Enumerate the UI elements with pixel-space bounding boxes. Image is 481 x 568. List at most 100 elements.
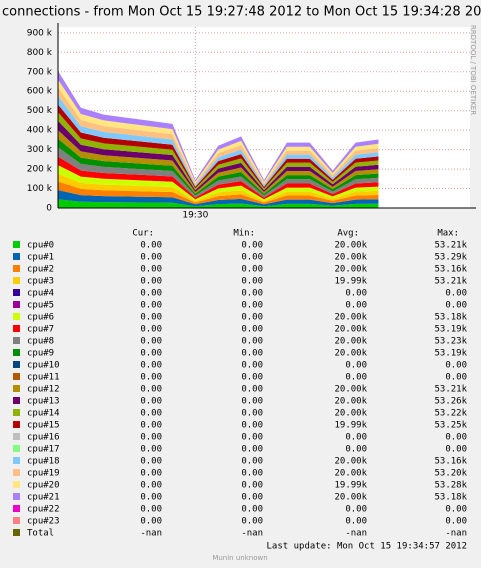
- area: [58, 138, 379, 196]
- legend-name: cpu#5: [27, 301, 54, 311]
- legend-name: Total: [27, 529, 54, 539]
- legend-value: 0.00: [345, 361, 367, 371]
- area: [58, 190, 379, 207]
- legend-swatch: [13, 373, 20, 380]
- legend-value: 0.00: [445, 445, 467, 455]
- legend-value: 20.00k: [334, 385, 367, 395]
- legend-name: cpu#7: [27, 325, 54, 335]
- legend-value: 20.00k: [334, 397, 367, 407]
- legend-swatch: [13, 517, 20, 524]
- legend-value: 0.00: [140, 397, 162, 407]
- y-tick-label: 900 k: [27, 28, 53, 38]
- legend-value: 53.21k: [434, 241, 467, 251]
- legend-value: 0.00: [445, 289, 467, 299]
- legend-value: 0.00: [241, 265, 263, 275]
- legend-swatch: [13, 277, 20, 284]
- legend-value: 53.21k: [434, 277, 467, 287]
- area: [58, 199, 379, 208]
- legend-swatch: [13, 385, 20, 392]
- side-label: RRDTOOL / TOBI OETIKER: [469, 25, 477, 115]
- legend-name: cpu#16: [27, 433, 60, 443]
- y-tick-label: 200 k: [27, 165, 53, 175]
- legend-value: 0.00: [140, 445, 162, 455]
- y-tick-label: 700 k: [27, 67, 53, 77]
- legend-swatch: [13, 337, 20, 344]
- legend-value: 53.18k: [434, 493, 467, 503]
- legend-value: 20.00k: [334, 349, 367, 359]
- legend-swatch: [13, 253, 20, 260]
- y-tick-label: 800 k: [27, 48, 53, 58]
- legend-value: 0.00: [241, 433, 263, 443]
- legend-name: cpu#19: [27, 469, 60, 479]
- legend-name: cpu#10: [27, 361, 60, 371]
- legend-value: 0.00: [241, 385, 263, 395]
- legend-value: 0.00: [140, 289, 162, 299]
- legend-value: 0.00: [241, 289, 263, 299]
- legend-swatch: [13, 265, 20, 272]
- legend-value: 0.00: [241, 457, 263, 467]
- legend-value: 0.00: [345, 505, 367, 515]
- legend-value: 53.16k: [434, 457, 467, 467]
- legend-swatch: [13, 469, 20, 476]
- legend-header: Cur:: [132, 229, 154, 239]
- legend-swatch: [13, 481, 20, 488]
- legend-name: cpu#18: [27, 457, 60, 467]
- legend-value: 20.00k: [334, 457, 367, 467]
- legend-value: 0.00: [241, 277, 263, 287]
- legend-value: -nan: [241, 529, 263, 539]
- legend-value: 19.99k: [334, 481, 367, 491]
- legend-value: 53.22k: [434, 409, 467, 419]
- legend-name: cpu#12: [27, 385, 60, 395]
- legend-value: 0.00: [241, 481, 263, 491]
- area: [58, 156, 379, 200]
- legend-value: 0.00: [445, 517, 467, 527]
- legend-value: 20.00k: [334, 469, 367, 479]
- legend-value: 0.00: [241, 397, 263, 407]
- legend-value: 0.00: [241, 241, 263, 251]
- legend-value: 0.00: [140, 241, 162, 251]
- legend-value: 0.00: [140, 349, 162, 359]
- legend-swatch: [13, 301, 20, 308]
- legend-value: 0.00: [140, 313, 162, 323]
- legend-name: cpu#3: [27, 277, 54, 287]
- legend-swatch: [13, 361, 20, 368]
- legend-value: 20.00k: [334, 409, 367, 419]
- legend-header: Max:: [437, 229, 459, 239]
- legend-swatch: [13, 505, 20, 512]
- legend-value: -nan: [140, 529, 162, 539]
- legend-value: 0.00: [241, 409, 263, 419]
- legend-value: 53.20k: [434, 469, 467, 479]
- legend-value: 53.21k: [434, 385, 467, 395]
- area: [58, 181, 379, 205]
- legend-value: 0.00: [241, 313, 263, 323]
- legend-value: 0.00: [140, 409, 162, 419]
- legend-swatch: [13, 241, 20, 248]
- legend-value: 20.00k: [334, 241, 367, 251]
- legend-swatch: [13, 325, 20, 332]
- footer: Munin unknown: [212, 554, 267, 562]
- x-tick-label: 19:30: [182, 211, 208, 221]
- legend-value: 0.00: [241, 373, 263, 383]
- legend-name: cpu#8: [27, 337, 54, 347]
- legend-value: 0.00: [140, 337, 162, 347]
- legend-swatch: [13, 421, 20, 428]
- legend-header: Min:: [233, 229, 255, 239]
- legend-value: 20.00k: [334, 265, 367, 275]
- legend-value: 0.00: [140, 457, 162, 467]
- legend-value: 0.00: [241, 517, 263, 527]
- legend-value: 0.00: [140, 517, 162, 527]
- legend-value: 19.99k: [334, 421, 367, 431]
- legend-value: 0.00: [241, 337, 263, 347]
- y-tick-label: 100 k: [27, 184, 53, 194]
- legend-value: 0.00: [140, 505, 162, 515]
- legend-value: 0.00: [345, 445, 367, 455]
- y-tick-label: 0: [46, 204, 52, 214]
- legend-value: 0.00: [445, 505, 467, 515]
- legend-name: cpu#23: [27, 517, 60, 527]
- legend-value: 0.00: [241, 301, 263, 311]
- y-tick-label: 600 k: [27, 87, 53, 97]
- y-tick-label: 500 k: [27, 106, 53, 116]
- legend-value: 0.00: [241, 469, 263, 479]
- legend-name: cpu#13: [27, 397, 60, 407]
